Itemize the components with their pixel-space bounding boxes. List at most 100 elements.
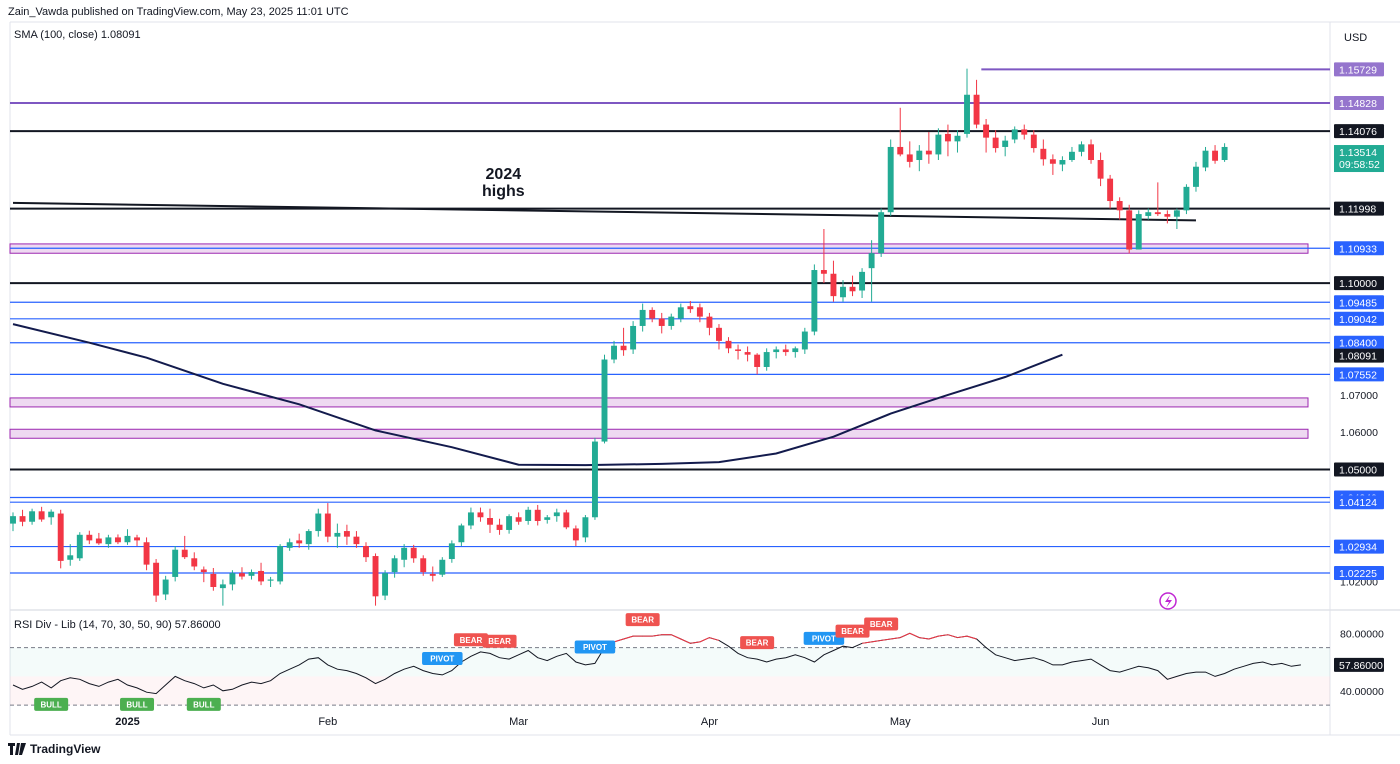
candle-up bbox=[382, 573, 389, 596]
rsi-bear-segment bbox=[928, 635, 939, 640]
candle-down bbox=[820, 270, 827, 274]
candle-up bbox=[1135, 214, 1142, 250]
candle-down bbox=[1097, 160, 1104, 179]
candle-down bbox=[19, 516, 26, 522]
candle-down bbox=[429, 573, 436, 576]
rsi-bear-segment bbox=[671, 634, 682, 640]
candle-up bbox=[1059, 160, 1066, 165]
candle-down bbox=[372, 556, 379, 597]
candle-up bbox=[401, 547, 408, 560]
tradingview-logo-icon bbox=[8, 743, 26, 755]
tradingview-brand-text: TradingView bbox=[30, 742, 101, 756]
candle-down bbox=[343, 531, 350, 537]
candle-up bbox=[525, 509, 532, 521]
rsi-current-tag: 57.86000 bbox=[1339, 660, 1383, 672]
annotation-line: 2024 bbox=[485, 166, 522, 183]
candle-down bbox=[1088, 144, 1094, 161]
sma-price-tag: 1.08091 bbox=[1339, 351, 1377, 363]
time-axis-label: Jun bbox=[1092, 716, 1110, 728]
price-tag-1.15729-bg bbox=[1334, 62, 1384, 77]
price-tag-1.05000-bg bbox=[1334, 462, 1384, 477]
candle-down bbox=[324, 513, 331, 537]
rsi-bear-segment bbox=[652, 634, 662, 637]
candle-up bbox=[1068, 151, 1075, 161]
rsi-signal-bull bbox=[34, 697, 69, 711]
time-axis-label: Feb bbox=[318, 716, 337, 728]
candle-down bbox=[973, 94, 980, 125]
rsi-bear-segment bbox=[919, 637, 929, 640]
candle-up bbox=[267, 579, 274, 581]
price-tag-1.10933-bg bbox=[1334, 241, 1384, 256]
rsi-signal-label: BEAR bbox=[870, 620, 893, 629]
candle-down bbox=[716, 327, 722, 341]
annotation-2024-highs[interactable]: 2024 highs bbox=[482, 166, 525, 200]
candle-down bbox=[57, 513, 64, 561]
currency-label[interactable]: USD bbox=[1344, 32, 1368, 44]
candle-up bbox=[763, 352, 770, 367]
price-tag-1.14076-bg bbox=[1334, 124, 1384, 139]
candle-down bbox=[620, 345, 627, 351]
candle-up bbox=[277, 545, 284, 582]
rsi-bear-segment bbox=[881, 638, 891, 641]
candle-down bbox=[1164, 214, 1171, 217]
candle-down bbox=[1154, 212, 1161, 215]
candle-up bbox=[668, 316, 675, 326]
candle-down bbox=[153, 562, 160, 596]
candle-up bbox=[916, 150, 923, 161]
current-price-countdown: 09:58:52 bbox=[1339, 159, 1380, 171]
candle-up bbox=[48, 511, 55, 518]
candle-down bbox=[658, 318, 665, 326]
price-tag-1.08400: 1.08400 bbox=[1339, 338, 1377, 350]
candle-down bbox=[944, 133, 951, 142]
rsi-bear-segment bbox=[690, 641, 700, 644]
bolt-glyph bbox=[1165, 595, 1172, 608]
candle-down bbox=[744, 352, 751, 355]
time-axis-label: May bbox=[890, 716, 911, 728]
rsi-signal-pivot bbox=[422, 651, 463, 665]
candle-down bbox=[1040, 148, 1047, 160]
rsi-signal-bear bbox=[453, 633, 488, 647]
candle-down bbox=[1049, 159, 1056, 164]
candle-down bbox=[143, 542, 150, 565]
sma-100-line bbox=[12, 323, 1063, 467]
candle-down bbox=[200, 569, 207, 573]
candle-down bbox=[410, 547, 417, 559]
tradingview-logo[interactable]: TradingView bbox=[8, 742, 100, 756]
price-tag-1.09042: 1.09042 bbox=[1339, 314, 1377, 326]
candle-up bbox=[248, 572, 255, 576]
candle-up bbox=[105, 537, 112, 545]
candle-down bbox=[181, 549, 188, 558]
rsi-legend[interactable]: RSI Div - Lib (14, 70, 30, 50, 90) 57.86… bbox=[14, 619, 221, 631]
candle-down bbox=[925, 150, 932, 155]
price-tag-1.02225: 1.02225 bbox=[1339, 568, 1377, 580]
candle-down bbox=[696, 307, 703, 317]
candle-up bbox=[1221, 146, 1228, 161]
rsi-bear-segment bbox=[871, 639, 882, 643]
candle-down bbox=[782, 349, 789, 353]
time-axis-label: Mar bbox=[509, 716, 528, 728]
rsi-signal-label: PIVOT bbox=[583, 643, 607, 652]
candle-down bbox=[706, 316, 713, 328]
sma-legend[interactable]: SMA (100, close) 1.08091 bbox=[14, 29, 141, 41]
candle-up bbox=[677, 307, 684, 319]
candle-up bbox=[1173, 210, 1180, 217]
rsi-current-tag-bg bbox=[1334, 657, 1384, 672]
candle-up bbox=[591, 441, 598, 518]
candle-up bbox=[391, 558, 398, 573]
candle-down bbox=[725, 340, 732, 349]
candle-up bbox=[801, 331, 808, 350]
candle-up bbox=[964, 94, 970, 134]
candle-up bbox=[611, 345, 617, 360]
rsi-signal-pivot bbox=[803, 631, 845, 645]
alert-bolt-icon bbox=[1159, 592, 1177, 610]
candle-down bbox=[992, 137, 999, 149]
candle-up bbox=[868, 253, 875, 269]
rsi-bear-segment bbox=[709, 637, 720, 641]
rsi-signal-bear bbox=[482, 634, 517, 648]
rsi-bear-segment bbox=[890, 637, 901, 640]
rsi-signal-bear bbox=[864, 617, 899, 631]
candle-up bbox=[334, 532, 341, 537]
candle-down bbox=[477, 512, 484, 518]
price-tag-1.07552-bg bbox=[1334, 367, 1384, 382]
